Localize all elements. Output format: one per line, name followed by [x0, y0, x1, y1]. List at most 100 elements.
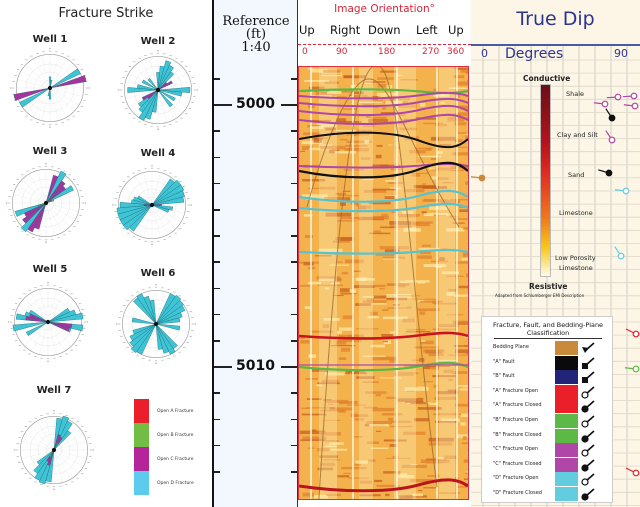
- classification-legend: Fracture, Fault, and Bedding-Plane Class…: [481, 316, 613, 503]
- rose-petal: [151, 196, 185, 206]
- classification-swatch: [555, 443, 578, 458]
- dip-header-rule: [471, 44, 640, 46]
- rose-center: [153, 321, 159, 327]
- rose-petal: [131, 317, 157, 325]
- rose-petal: [155, 323, 170, 354]
- orientation-left: Left: [416, 23, 438, 37]
- classification-label: "D" Fracture Open: [493, 475, 539, 482]
- depth-tick: [214, 104, 220, 106]
- depth-tick: [291, 340, 297, 342]
- dip-axis-max: 90: [614, 47, 628, 60]
- rose-petal: [155, 305, 186, 325]
- dip-tadpole: [623, 102, 639, 110]
- lithology-clay-silt: Clay and Silt: [557, 131, 598, 139]
- lithology-low-porosity: Low Porosity: [555, 254, 596, 262]
- rose-petal: [155, 294, 182, 325]
- depth-tick: [214, 209, 220, 211]
- classification-row: "D" Fracture Closed: [482, 487, 614, 502]
- dip-tadpole: [471, 174, 486, 182]
- rose-center: [45, 319, 51, 325]
- rose-petal: [20, 202, 47, 233]
- lithology-sand: Sand: [568, 171, 585, 179]
- rose-petal: [53, 430, 72, 451]
- rose-petal: [147, 89, 159, 100]
- fracture-strike-title: Fracture Strike: [58, 6, 154, 21]
- depth-tick: [291, 104, 297, 106]
- scale-conductive-label: Conductive: [523, 74, 571, 83]
- closed-fracture-symbol-icon: [581, 429, 595, 443]
- classification-swatch: [555, 457, 578, 472]
- classification-label: "C" Fracture Open: [493, 446, 539, 453]
- classification-row: "A" Fracture Open: [482, 384, 614, 400]
- well-5-rose-diagram: [8, 282, 88, 362]
- well-7-rose-diagram: [14, 410, 94, 490]
- depth-tick: [291, 444, 297, 447]
- depth-tick: [291, 156, 297, 159]
- rose-petal: [151, 203, 162, 207]
- rose-petal: [45, 170, 67, 204]
- depth-tick: [214, 313, 220, 316]
- dip-tadpole: [622, 92, 638, 100]
- closed-fracture-symbol-icon: [581, 459, 595, 472]
- rose-petal: [47, 321, 70, 332]
- dip-axis-label: Degrees: [505, 46, 564, 62]
- rose-petal: [12, 321, 49, 332]
- depth-tick: [291, 130, 297, 132]
- orientation-right: Right: [330, 23, 361, 37]
- image-orientation-title: Image Orientation°: [334, 3, 435, 15]
- legend-swatch-open-c: [134, 447, 149, 471]
- depth-major-tick: [281, 366, 291, 368]
- rose-petal: [36, 449, 55, 465]
- classification-label: "C" Fracture Closed: [493, 460, 542, 467]
- classification-title-line2: Classification: [526, 329, 570, 337]
- depth-scale-label: 1:40: [241, 40, 271, 55]
- rose-petal: [155, 312, 183, 325]
- classification-label: "A" Fracture Closed: [493, 402, 542, 409]
- depth-tick: [291, 261, 297, 263]
- rose-petal: [138, 89, 159, 113]
- rose-center: [51, 447, 57, 453]
- lithology-limestone: Limestone: [559, 209, 593, 217]
- classification-row: "B" Fracture Closed: [482, 428, 614, 444]
- depth-tick: [214, 235, 220, 237]
- depth-tick: [214, 287, 220, 290]
- rose-petal: [149, 299, 157, 325]
- classification-title-line1: Fracture, Fault, and Bedding-Plane: [493, 321, 603, 329]
- rose-petal: [29, 313, 49, 323]
- depth-tick: [291, 287, 297, 290]
- classification-label: "A" Fault: [493, 358, 515, 365]
- dip-tadpole: [625, 467, 640, 477]
- well-3-title: Well 3: [32, 146, 68, 157]
- fault-symbol-icon: [582, 371, 595, 384]
- rose-petal: [28, 309, 49, 323]
- legend-label-open-c: Open C Fracture: [157, 457, 194, 462]
- borehole-image: [298, 66, 469, 500]
- rose-petal: [130, 323, 157, 354]
- rose-petal: [33, 449, 55, 474]
- depth-tick: [291, 182, 297, 185]
- rose-petal: [129, 323, 157, 341]
- orientation-up-right: Up: [448, 23, 464, 37]
- rose-center: [47, 85, 53, 91]
- depth-unit-label: (ft): [245, 27, 267, 42]
- rose-petal: [25, 321, 49, 337]
- dip-tadpole: [614, 246, 625, 260]
- rose-petal: [156, 72, 160, 91]
- degree-0: 0: [302, 47, 308, 57]
- scale-resistive-label: Resistive: [529, 282, 568, 291]
- degree-180: 180: [378, 47, 396, 57]
- classification-swatch: [555, 487, 578, 501]
- classification-swatch: [555, 428, 578, 443]
- classification-label: "D" Fracture Closed: [493, 490, 542, 496]
- rose-petal: [129, 323, 157, 347]
- well-7-title: Well 7: [36, 385, 72, 396]
- depth-reference-label: Reference: [222, 14, 290, 29]
- borehole-image-canvas: [299, 67, 468, 499]
- rose-petal: [157, 65, 165, 91]
- depth-tick: [291, 313, 297, 316]
- rose-petal: [143, 295, 157, 325]
- depth-tick: [214, 471, 220, 473]
- classification-label: "B" Fracture Closed: [493, 431, 542, 438]
- well-1-title: Well 1: [32, 34, 68, 45]
- open-fracture-symbol-icon: [581, 386, 595, 399]
